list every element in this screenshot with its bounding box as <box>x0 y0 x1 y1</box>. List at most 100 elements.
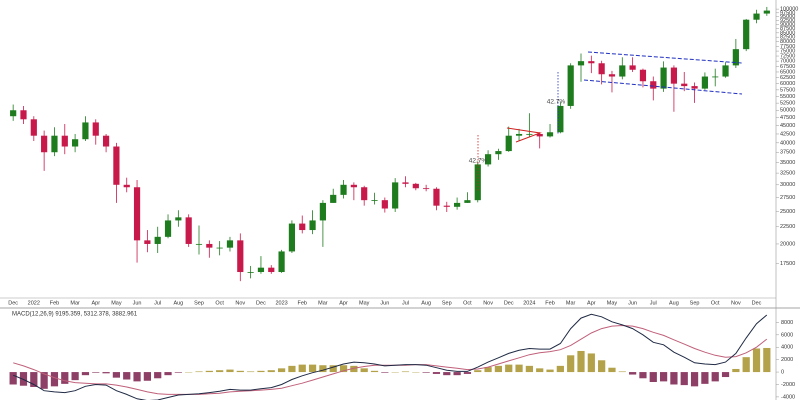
candle-body <box>433 188 440 206</box>
candle-body <box>92 122 99 136</box>
histogram-bar <box>267 370 275 373</box>
x-tick-label: Aug <box>669 300 679 306</box>
candle-body <box>732 49 739 66</box>
histogram-bar <box>721 372 730 378</box>
histogram-bar <box>257 370 265 373</box>
candle-body <box>61 135 68 147</box>
candle-body <box>639 69 647 82</box>
histogram-bar <box>546 369 554 373</box>
x-tick-label: Mar <box>70 300 80 306</box>
y-tick-label: 6000 <box>781 332 793 338</box>
histogram-bar <box>143 372 151 381</box>
candle-body <box>82 122 89 140</box>
histogram-bar <box>505 364 513 373</box>
x-tick-label: May <box>111 300 122 306</box>
candle-body <box>216 247 223 249</box>
x-tick-label: Jun <box>380 300 389 306</box>
histogram-bar <box>71 372 79 381</box>
y-tick-label: 47500 <box>780 115 795 121</box>
histogram-bar <box>453 372 461 376</box>
y-tick-label: 77500 <box>780 44 795 50</box>
y-tick-label: 27500 <box>780 195 795 201</box>
candle-body <box>226 240 234 248</box>
y-tick-label: 50000 <box>780 108 795 114</box>
x-tick-label: Dec <box>8 300 18 306</box>
x-tick-label: Oct <box>215 300 224 306</box>
candle-body <box>423 188 430 190</box>
y-tick-label: 97500 <box>780 10 795 16</box>
candle-body <box>412 183 419 189</box>
x-tick-label: Jul <box>402 300 409 306</box>
channel-line <box>587 51 743 64</box>
histogram-bar <box>298 364 306 373</box>
histogram-bar <box>195 371 203 373</box>
y-tick-label: 90000 <box>780 22 795 28</box>
histogram-bar <box>587 353 595 373</box>
x-tick-label: 2024 <box>523 300 535 306</box>
candle-body <box>484 154 492 165</box>
histogram-bar <box>701 372 709 384</box>
candle-body <box>402 182 409 184</box>
histogram-bar <box>308 364 317 373</box>
candle-body <box>546 132 554 137</box>
x-tick-label: Aug <box>421 300 431 306</box>
x-tick-label: Nov <box>235 300 245 306</box>
histogram-bar <box>247 371 255 373</box>
y-tick-label: 80000 <box>780 39 795 45</box>
candle-body <box>113 146 120 185</box>
candle-body <box>175 217 182 221</box>
candle-body <box>681 83 688 87</box>
histogram-bar <box>381 372 389 373</box>
histogram-bar <box>40 372 48 389</box>
histogram-bar <box>711 372 719 382</box>
candle-body <box>72 139 79 147</box>
candle-body <box>629 65 636 70</box>
candle-body <box>299 223 306 231</box>
histogram-bar <box>112 372 121 378</box>
candle-body <box>753 13 760 20</box>
y-tick-label: -2000 <box>781 382 795 388</box>
candle-body <box>278 251 285 273</box>
candle-body <box>670 67 678 84</box>
x-tick-label: Apr <box>339 300 348 306</box>
histogram-bar <box>536 368 544 373</box>
candle-body <box>330 194 337 203</box>
histogram-bar <box>92 372 100 373</box>
histogram-bar <box>608 367 616 373</box>
x-tick-label: 2023 <box>275 300 287 306</box>
candle-body <box>454 202 461 207</box>
histogram-bar <box>226 369 234 373</box>
candle-body <box>51 135 58 153</box>
y-tick-label: 22500 <box>780 224 795 230</box>
pennant <box>506 127 542 143</box>
y-tick-label: 92500 <box>780 18 795 24</box>
y-tick-label: 30000 <box>780 182 795 188</box>
histogram-bar <box>102 372 110 374</box>
x-tick-label: Dec <box>504 300 514 306</box>
candle-body <box>608 74 616 77</box>
y-tick-label: 0 <box>781 370 784 376</box>
x-tick-label: Sep <box>442 300 452 306</box>
candle-body <box>154 236 161 244</box>
x-tick-label: May <box>607 300 618 306</box>
candle-body <box>505 135 512 152</box>
x-tick-label: Mar <box>318 300 328 306</box>
x-tick-label: Oct <box>463 300 472 306</box>
candle-body <box>144 240 151 244</box>
histogram-bar <box>659 372 668 382</box>
histogram-bar <box>216 370 224 373</box>
candle-body <box>41 135 48 153</box>
candle-body <box>650 81 657 89</box>
candle-body <box>371 200 378 201</box>
candle-body <box>30 119 37 136</box>
candle-body <box>123 184 130 188</box>
signal-line <box>13 324 768 395</box>
y-tick-label: 65000 <box>780 69 795 75</box>
histogram-bar <box>515 364 523 373</box>
histogram-bar <box>443 372 451 376</box>
histogram-bar <box>629 372 637 375</box>
histogram-bar <box>401 371 410 373</box>
x-tick-label: Dec <box>752 300 762 306</box>
candle-body <box>701 76 708 89</box>
y-tick-label: 95000 <box>780 14 795 20</box>
